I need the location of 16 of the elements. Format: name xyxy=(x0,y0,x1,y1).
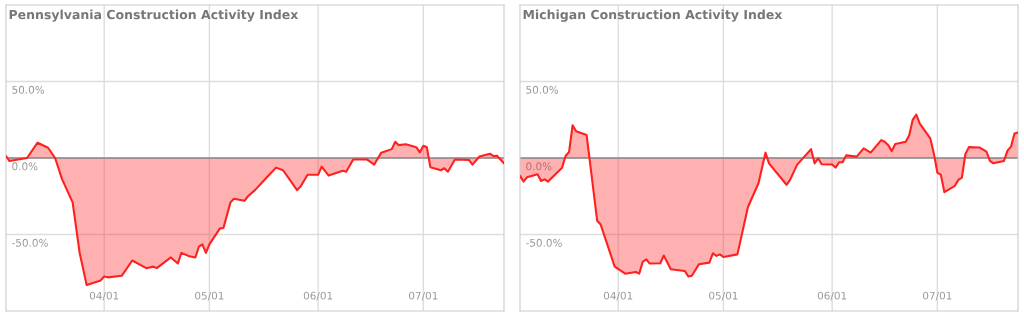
x-tick-label: 05/01 xyxy=(709,291,738,301)
y-tick-label: -50.0% xyxy=(526,238,562,247)
x-tick-label: 07/01 xyxy=(923,291,952,301)
x-tick-label: 04/01 xyxy=(89,291,119,301)
x-tick-label: 04/01 xyxy=(603,291,633,301)
x-tick-label: 07/01 xyxy=(409,291,438,301)
y-tick-label: 0.0% xyxy=(526,162,552,171)
y-tick-label: 0.0% xyxy=(12,162,38,171)
y-tick-label: -50.0% xyxy=(12,238,48,247)
x-tick-label: 05/01 xyxy=(195,291,224,301)
x-tick-label: 06/01 xyxy=(817,291,847,301)
y-tick-label: 50.0% xyxy=(526,85,559,94)
x-tick-label: 06/01 xyxy=(303,291,333,301)
chart-title: Michigan Construction Activity Index xyxy=(523,9,783,22)
y-tick-label: 50.0% xyxy=(12,85,45,94)
chart-title: Pennsylvania Construction Activity Index xyxy=(9,9,299,22)
